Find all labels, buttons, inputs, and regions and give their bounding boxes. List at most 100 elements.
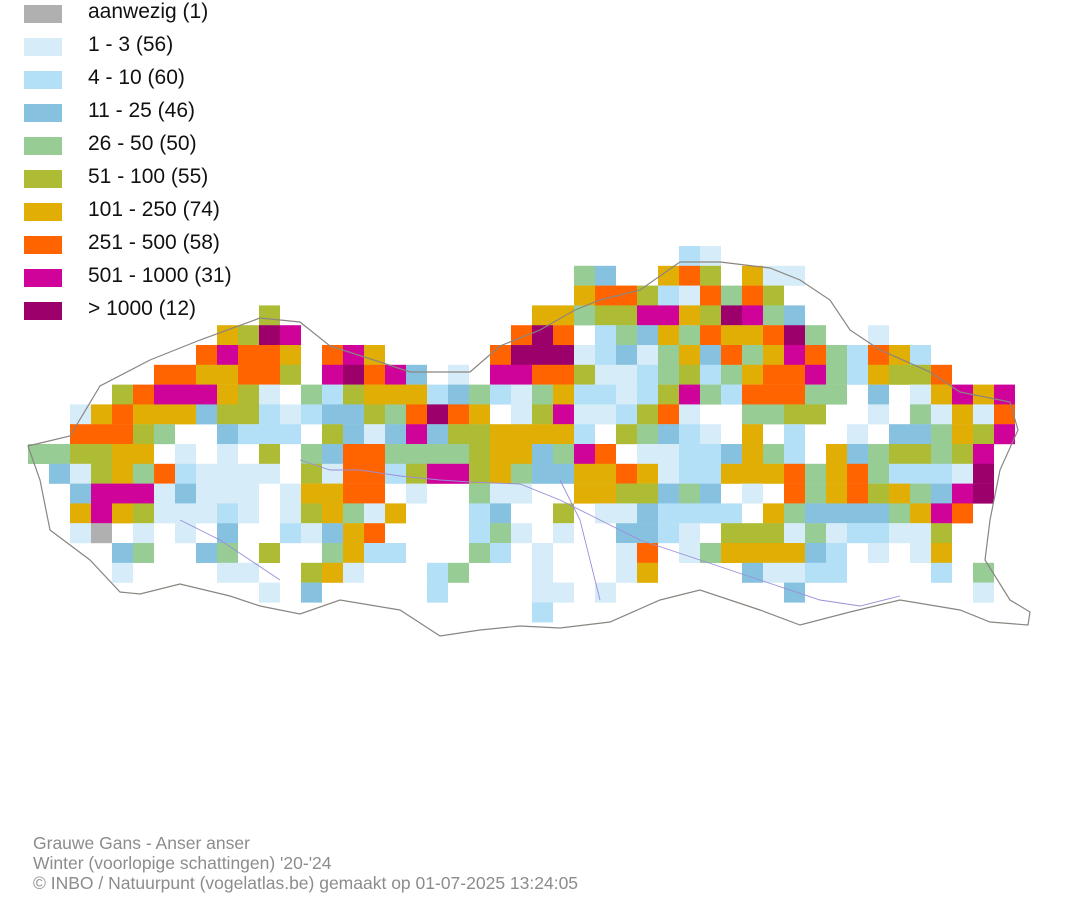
grid-cell xyxy=(931,364,952,385)
grid-cell xyxy=(469,404,490,425)
grid-cell xyxy=(700,246,721,266)
grid-cell xyxy=(868,364,889,385)
grid-cell xyxy=(322,404,343,425)
grid-cell xyxy=(406,384,427,405)
grid-cell xyxy=(721,523,742,544)
grid-cell xyxy=(826,444,847,464)
grid-cell xyxy=(868,523,889,544)
grid-cell xyxy=(868,483,889,504)
grid-cell xyxy=(259,305,280,326)
grid-cell xyxy=(196,364,217,385)
grid-cell xyxy=(343,424,364,445)
grid-cell xyxy=(637,523,658,544)
grid-cell xyxy=(133,424,154,445)
grid-cell xyxy=(28,444,49,464)
grid-cell xyxy=(847,463,868,484)
grid-cell xyxy=(700,424,721,445)
grid-cell xyxy=(574,463,595,484)
grid-cell xyxy=(490,364,511,385)
map-caption: Grauwe Gans - Anser anser Winter (voorlo… xyxy=(33,833,578,893)
grid-cell xyxy=(553,523,574,544)
grid-cell xyxy=(847,523,868,544)
grid-cell xyxy=(448,404,469,425)
grid-cell xyxy=(700,444,721,464)
grid-cell xyxy=(259,543,280,563)
grid-cell xyxy=(763,523,784,544)
legend-item-251-500: 251 - 500 (58) xyxy=(24,231,344,255)
grid-cell xyxy=(91,463,112,484)
grid-cell xyxy=(280,483,301,504)
grid-cell xyxy=(511,325,532,346)
grid-cell xyxy=(973,483,994,504)
grid-cell xyxy=(805,463,826,484)
grid-cell xyxy=(364,384,385,405)
grid-cell xyxy=(763,444,784,464)
grid-cell xyxy=(847,424,868,445)
grid-cell xyxy=(910,404,931,425)
grid-cell xyxy=(406,404,427,425)
grid-cell xyxy=(742,384,763,405)
legend-item-4-10: 4 - 10 (60) xyxy=(24,66,344,90)
grid-cell xyxy=(595,483,616,504)
grid-cell xyxy=(154,503,175,524)
legend-label: 11 - 25 (46) xyxy=(88,99,195,122)
grid-cell xyxy=(931,463,952,484)
grid-cell xyxy=(742,424,763,445)
grid-cell xyxy=(889,444,910,464)
grid-cell xyxy=(616,364,637,385)
grid-cell xyxy=(679,543,700,563)
grid-cell xyxy=(973,404,994,425)
grid-cell xyxy=(952,503,973,524)
grid-cell xyxy=(301,463,322,484)
grid-cell xyxy=(742,364,763,385)
grid-cell xyxy=(700,265,721,286)
grid-cell xyxy=(553,364,574,385)
grid-cell xyxy=(259,325,280,346)
river-line xyxy=(559,479,601,601)
grid-cell xyxy=(343,483,364,504)
grid-cell xyxy=(49,463,70,484)
grid-cell xyxy=(910,444,931,464)
grid-cell xyxy=(994,404,1015,425)
grid-cell xyxy=(742,543,763,563)
flanders-border xyxy=(27,261,1031,637)
grid-cell xyxy=(742,562,763,583)
grid-cell xyxy=(763,265,784,286)
grid-cell xyxy=(595,305,616,326)
grid-cell xyxy=(700,285,721,306)
grid-cell xyxy=(133,503,154,524)
grid-cell xyxy=(574,285,595,306)
grid-cell xyxy=(889,523,910,544)
grid-cell xyxy=(679,246,700,266)
grid-cell xyxy=(322,503,343,524)
grid-cell xyxy=(637,305,658,326)
grid-cell xyxy=(217,325,238,346)
grid-cell xyxy=(217,523,238,544)
grid-cell xyxy=(175,364,196,385)
legend-item-26-50: 26 - 50 (50) xyxy=(24,132,344,156)
grid-cell xyxy=(847,483,868,504)
grid-cell xyxy=(322,444,343,464)
grid-cell xyxy=(259,384,280,405)
grid-cell xyxy=(784,523,805,544)
grid-cell xyxy=(700,364,721,385)
season-period: Winter (voorlopige schattingen) '20-'24 xyxy=(33,853,332,873)
grid-cell xyxy=(175,444,196,464)
grid-cell xyxy=(679,424,700,445)
grid-cell xyxy=(364,424,385,445)
grid-cell xyxy=(658,345,679,365)
grid-cell xyxy=(532,384,553,405)
grid-cell xyxy=(511,345,532,365)
grid-cell xyxy=(343,503,364,524)
legend-swatch xyxy=(24,137,62,155)
grid-cell xyxy=(952,384,973,405)
grid-cell xyxy=(826,345,847,365)
legend-swatch xyxy=(24,38,62,56)
grid-cell xyxy=(952,483,973,504)
grid-cell xyxy=(364,364,385,385)
legend-swatch xyxy=(24,104,62,122)
grid-cell xyxy=(784,582,805,603)
grid-cell xyxy=(553,325,574,346)
grid-cell xyxy=(532,543,553,563)
